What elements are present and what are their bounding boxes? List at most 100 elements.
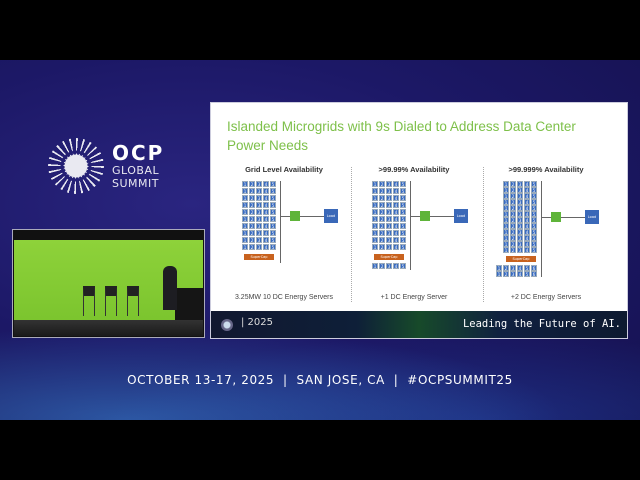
energy-server-cell: 3 xyxy=(517,241,523,247)
energy-server-cell: 4 xyxy=(263,195,269,201)
energy-server-cell: 2 xyxy=(379,202,385,208)
column-heading: >99.99% Availability xyxy=(378,165,450,174)
energy-server-cell: 4 xyxy=(393,244,399,250)
extra-energy-server-cell: 4 xyxy=(517,265,523,271)
energy-server-cell: 1 xyxy=(242,202,248,208)
energy-server-cell: 4 xyxy=(524,205,530,211)
energy-server-cell: 4 xyxy=(524,193,530,199)
column-caption: +2 DC Energy Servers xyxy=(510,294,582,301)
energy-server-cell: 2 xyxy=(249,209,255,215)
energy-server-cell: 5 xyxy=(270,216,276,222)
energy-server-cell: 2 xyxy=(510,223,516,229)
energy-server-cell: 5 xyxy=(400,209,406,215)
energy-server-cell: 2 xyxy=(249,230,255,236)
energy-server-cell: 4 xyxy=(524,187,530,193)
energy-server-cell: 3 xyxy=(256,195,262,201)
energy-server-cell: 5 xyxy=(270,181,276,187)
energy-server-cell: 5 xyxy=(531,217,537,223)
energy-server-cell: 1 xyxy=(503,229,509,235)
energy-server-cell: 2 xyxy=(379,209,385,215)
logo-global: GLOBAL xyxy=(112,164,160,177)
converter-node xyxy=(290,211,300,221)
energy-server-cell: 5 xyxy=(531,247,537,253)
availability-column: >99.999% Availability +2 DC Energy Serve… xyxy=(481,165,611,305)
event-hashtag: #OCPSUMMIT25 xyxy=(407,373,513,387)
energy-server-cell: 1 xyxy=(372,188,378,194)
footer-tagline: Leading the Future of AI. xyxy=(462,318,621,330)
load-wire xyxy=(430,216,454,217)
energy-server-cell: 3 xyxy=(517,181,523,187)
extra-energy-server-cell: 1 xyxy=(496,265,502,271)
energy-server-cell: 5 xyxy=(400,230,406,236)
energy-server-cell: 5 xyxy=(400,202,406,208)
energy-server-cell: 1 xyxy=(503,241,509,247)
energy-server-cell: 3 xyxy=(256,209,262,215)
extra-energy-server-cell: 2 xyxy=(503,265,509,271)
feed-wire xyxy=(410,216,420,217)
speaker-camera-feed xyxy=(12,229,205,338)
energy-server-cell: 2 xyxy=(249,237,255,243)
energy-server-cell: 4 xyxy=(524,229,530,235)
energy-server-cell: 2 xyxy=(510,247,516,253)
energy-server-cell: 5 xyxy=(531,181,537,187)
divider xyxy=(483,167,484,302)
energy-server-cell: 5 xyxy=(531,241,537,247)
energy-server-cell: 2 xyxy=(510,217,516,223)
energy-server-cell: 4 xyxy=(524,241,530,247)
energy-server-cell: 3 xyxy=(256,237,262,243)
energy-server-cell: 3 xyxy=(386,244,392,250)
ocp-mini-logo-icon xyxy=(221,319,233,331)
energy-server-cell: 1 xyxy=(503,223,509,229)
energy-server-cell: 5 xyxy=(400,188,406,194)
energy-server-cell: 1 xyxy=(372,230,378,236)
energy-server-cell: 4 xyxy=(393,223,399,229)
energy-server-cell: 3 xyxy=(256,188,262,194)
energy-server-cell: 1 xyxy=(242,181,248,187)
logo-ocp: OCP xyxy=(112,141,165,165)
bus-wire xyxy=(541,181,542,277)
speaker xyxy=(163,266,177,310)
extra-energy-server-cell: 6 xyxy=(531,271,537,277)
energy-server-cell: 1 xyxy=(372,216,378,222)
energy-server-cell: 1 xyxy=(372,209,378,215)
extra-energy-server-cell: 5 xyxy=(524,271,530,277)
energy-server-cell: 3 xyxy=(386,195,392,201)
energy-server-cell: 3 xyxy=(517,187,523,193)
availability-column: >99.99% Availability +1 DC Energy Server… xyxy=(349,165,479,305)
energy-server-cell: 3 xyxy=(256,202,262,208)
column-heading: >99.999% Availability xyxy=(508,165,584,174)
energy-server-cell: 3 xyxy=(256,223,262,229)
energy-server-cell: 1 xyxy=(503,235,509,241)
energy-server-cell: 5 xyxy=(400,181,406,187)
energy-server-cell: 4 xyxy=(263,230,269,236)
energy-server-cell: 2 xyxy=(249,188,255,194)
supercap-box: SuperCap xyxy=(244,254,274,260)
energy-server-cell: 5 xyxy=(270,230,276,236)
energy-server-cell: 4 xyxy=(524,199,530,205)
load-box: Load xyxy=(585,210,599,224)
video-frame: OCP GLOBAL SUMMIT Islanded Microgrids wi… xyxy=(0,60,640,420)
energy-server-cell: 1 xyxy=(242,188,248,194)
supercap-box: SuperCap xyxy=(374,254,404,260)
column-heading: Grid Level Availability xyxy=(245,165,323,174)
extra-energy-server-cell: 3 xyxy=(510,265,516,271)
energy-server-cell: 1 xyxy=(503,187,509,193)
energy-server-cell: 2 xyxy=(379,195,385,201)
energy-server-cell: 4 xyxy=(524,235,530,241)
energy-server-cell: 4 xyxy=(263,216,269,222)
separator: | xyxy=(283,373,288,387)
energy-server-cell: 4 xyxy=(263,244,269,250)
separator: | xyxy=(393,373,399,387)
ocp-sunburst-icon xyxy=(48,138,104,194)
energy-server-cell: 4 xyxy=(263,237,269,243)
energy-server-cell: 2 xyxy=(249,195,255,201)
energy-server-cell: 2 xyxy=(510,241,516,247)
energy-server-cell: 1 xyxy=(503,247,509,253)
energy-server-cell: 5 xyxy=(270,188,276,194)
energy-server-cell: 5 xyxy=(400,237,406,243)
energy-server-cell: 2 xyxy=(510,205,516,211)
energy-server-cell: 4 xyxy=(263,209,269,215)
load-box: Load xyxy=(454,209,468,223)
extra-energy-server-cell: 4 xyxy=(517,271,523,277)
logo-summit: SUMMIT xyxy=(112,177,159,190)
